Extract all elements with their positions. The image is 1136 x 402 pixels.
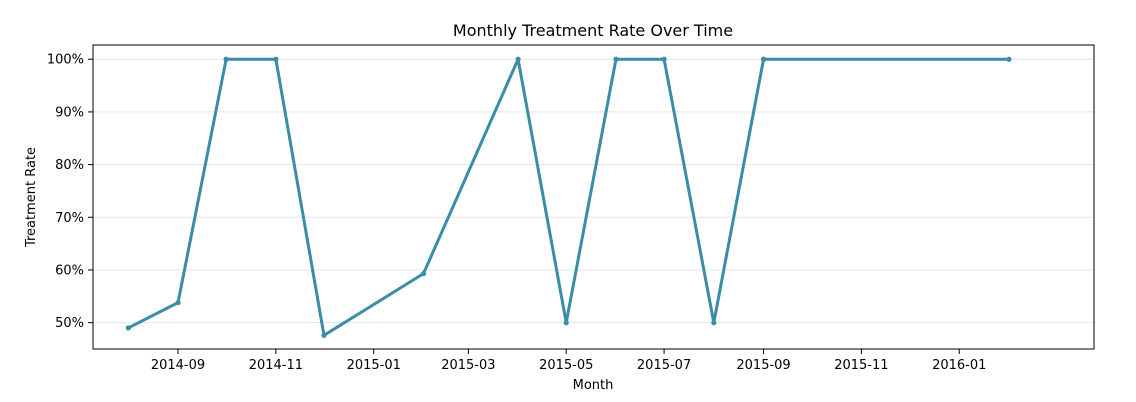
data-point xyxy=(175,300,181,306)
data-point xyxy=(420,271,427,277)
series-line xyxy=(127,57,1009,337)
data-point xyxy=(273,56,279,62)
data-point xyxy=(563,320,569,326)
y-axis: 50% 60% 70% 80% 90% 100% xyxy=(47,53,93,331)
data-point xyxy=(760,56,767,62)
data-point xyxy=(223,56,229,62)
data-point xyxy=(661,56,667,62)
chart-title: Monthly Treatment Rate Over Time xyxy=(453,21,733,40)
data-point xyxy=(613,56,619,62)
x-tick-label: 2015-05 xyxy=(539,358,593,373)
x-tick-label: 2016-01 xyxy=(932,358,986,373)
y-tick-label: 80% xyxy=(55,158,84,173)
y-tick-label: 70% xyxy=(55,211,84,226)
y-axis-label: Treatment Rate xyxy=(24,147,39,248)
data-point xyxy=(1006,56,1012,62)
y-tick-label: 50% xyxy=(55,316,84,331)
x-tick-label: 2015-03 xyxy=(441,358,495,373)
x-tick-label: 2015-07 xyxy=(637,358,691,373)
y-tick-label: 100% xyxy=(47,53,84,68)
y-tick-label: 90% xyxy=(55,105,84,120)
x-axis-label: Month xyxy=(573,378,614,393)
x-tick-label: 2015-11 xyxy=(834,358,888,373)
x-tick-label: 2014-09 xyxy=(151,358,205,373)
data-point xyxy=(321,332,327,338)
data-points xyxy=(125,56,1012,338)
x-tick-label: 2014-11 xyxy=(249,358,303,373)
y-tick-label: 60% xyxy=(55,263,84,278)
y-gridlines xyxy=(93,58,1094,324)
data-point xyxy=(711,320,717,326)
x-axis: 2014-09 2014-11 2015-01 2015-03 2015-05 2015-… xyxy=(151,349,986,373)
x-tick-label: 2015-01 xyxy=(347,358,401,373)
plot-frame xyxy=(92,44,1095,350)
data-point xyxy=(515,56,521,62)
x-tick-label: 2015-09 xyxy=(736,358,790,373)
data-point xyxy=(125,325,131,331)
